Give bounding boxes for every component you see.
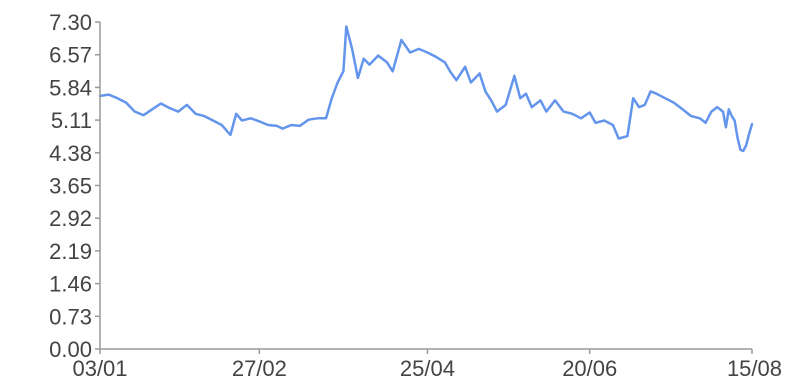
series-group — [98, 25, 754, 153]
x-tick-label: 20/06 — [562, 356, 617, 381]
y-tick-label: 6.57 — [49, 43, 92, 68]
y-tick-label: 4.38 — [49, 141, 92, 166]
series-line — [98, 25, 754, 153]
y-tick-label: 3.65 — [49, 174, 92, 199]
plot-area — [98, 25, 754, 153]
y-tick-label: 0.00 — [49, 337, 92, 362]
x-tick-label: 15/08 — [727, 356, 782, 381]
y-tick-label: 5.84 — [49, 75, 92, 100]
y-tick-label: 1.46 — [49, 272, 92, 297]
y-tick-label: 2.19 — [49, 239, 92, 264]
y-axis: 0.00 0.73 1.46 2.19 2.92 3.65 4.38 5.11 5.84 6.57… — [49, 10, 101, 362]
x-tick-label: 25/04 — [400, 356, 455, 381]
y-ticks: 0.00 0.73 1.46 2.19 2.92 3.65 4.38 5.11 5.84 6.57… — [49, 10, 100, 362]
x-tick-label: 03/01 — [72, 356, 127, 381]
y-tick-label: 5.11 — [51, 108, 92, 133]
x-axis: 03/01 27/02 25/04 20/06 15/08 — [72, 348, 782, 381]
y-tick-label: 0.73 — [49, 304, 92, 329]
y-tick-label: 2.92 — [49, 206, 92, 231]
y-tick-label: 7.30 — [49, 10, 92, 35]
x-ticks: 03/01 27/02 25/04 20/06 15/08 — [72, 349, 782, 381]
x-tick-label: 27/02 — [232, 356, 287, 381]
